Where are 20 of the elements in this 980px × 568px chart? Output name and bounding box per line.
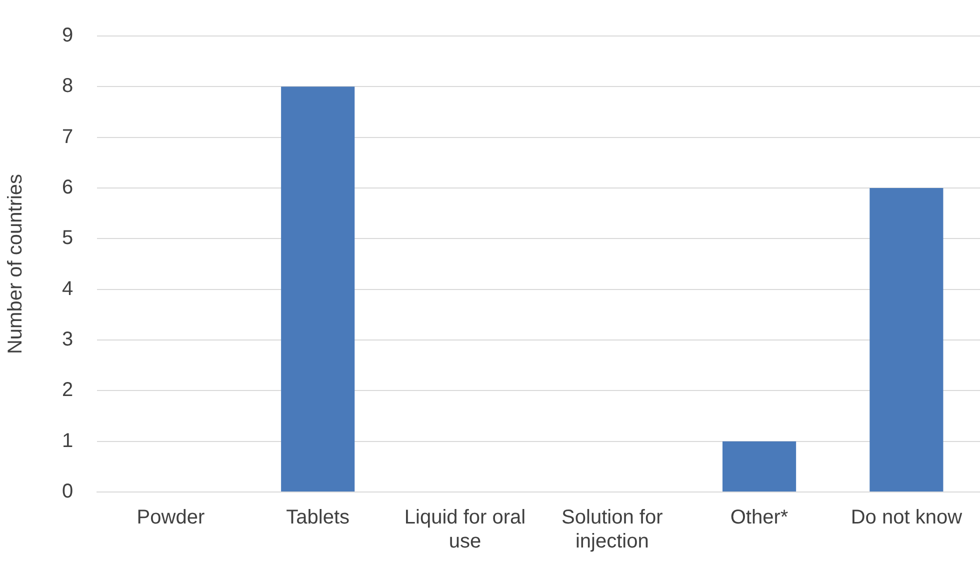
y-tick-label: 3 — [62, 328, 74, 351]
y-tick-label: 7 — [62, 126, 74, 148]
x-tick-label: Solution for injection — [562, 506, 664, 553]
bar — [722, 441, 796, 492]
y-tick-label: 8 — [62, 75, 74, 98]
y-tick-label: 2 — [62, 379, 74, 402]
x-tick-label: Other* — [730, 506, 788, 529]
y-tick-label: 1 — [62, 430, 74, 452]
y-tick-label: 9 — [62, 24, 74, 47]
x-tick-label: Tablets — [286, 506, 350, 529]
y-axis-title: Number of countries — [4, 174, 27, 354]
y-tick-label: 6 — [62, 176, 74, 199]
x-tick-label: Do not know — [850, 506, 963, 529]
bar — [870, 188, 944, 492]
x-tick-label: Powder — [136, 506, 205, 529]
bar — [281, 86, 355, 492]
x-tick-label: Liquid for oral use — [404, 506, 526, 553]
y-tick-label: 5 — [62, 227, 74, 250]
y-tick-label: 0 — [62, 480, 74, 503]
y-tick-label: 4 — [62, 278, 74, 300]
